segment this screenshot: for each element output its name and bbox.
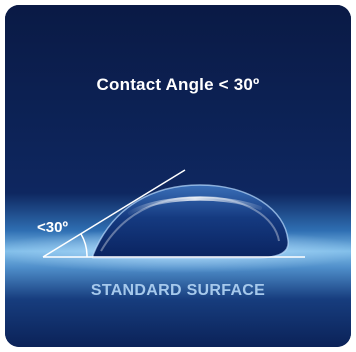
angle-label: <30º [37, 219, 68, 236]
diagram-panel: Contact Angle < 30º <30º STANDARD SURFAC… [5, 5, 351, 347]
surface-label: STANDARD SURFACE [90, 282, 266, 299]
diagram-title: Contact Angle < 30º [96, 75, 260, 94]
tangent-line [42, 169, 186, 258]
droplet-highlight [128, 196, 262, 215]
diagram-graphic [5, 5, 351, 347]
angle-arc [80, 233, 88, 258]
background [5, 5, 351, 347]
